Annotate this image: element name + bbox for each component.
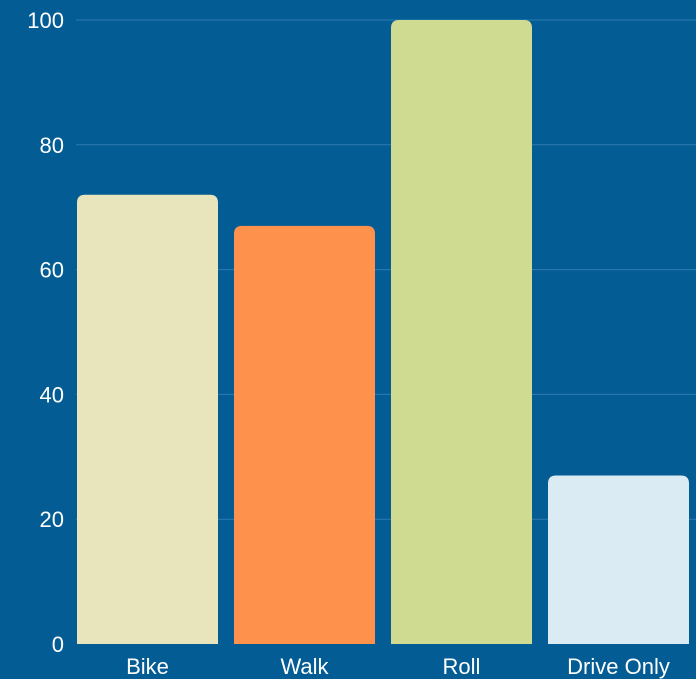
bar-drive-only xyxy=(548,475,689,644)
bar-bike xyxy=(77,194,218,644)
x-axis-category-labels: Bike Walk Roll Drive Only xyxy=(126,654,670,679)
bar-walk xyxy=(234,225,375,645)
bars xyxy=(77,20,689,645)
x-category-label: Drive Only xyxy=(567,654,670,679)
x-category-label: Bike xyxy=(126,654,169,679)
y-tick-label: 40 xyxy=(40,382,64,407)
y-tick-label: 0 xyxy=(52,632,64,657)
bar-roll xyxy=(391,20,532,644)
y-tick-label: 60 xyxy=(40,258,64,283)
y-tick-label: 20 xyxy=(40,507,64,532)
x-category-label: Walk xyxy=(280,654,329,679)
y-axis-tick-labels: 0 20 40 60 80 100 xyxy=(27,8,64,657)
y-tick-label: 100 xyxy=(27,8,64,33)
x-category-label: Roll xyxy=(443,654,481,679)
y-tick-label: 80 xyxy=(40,133,64,158)
